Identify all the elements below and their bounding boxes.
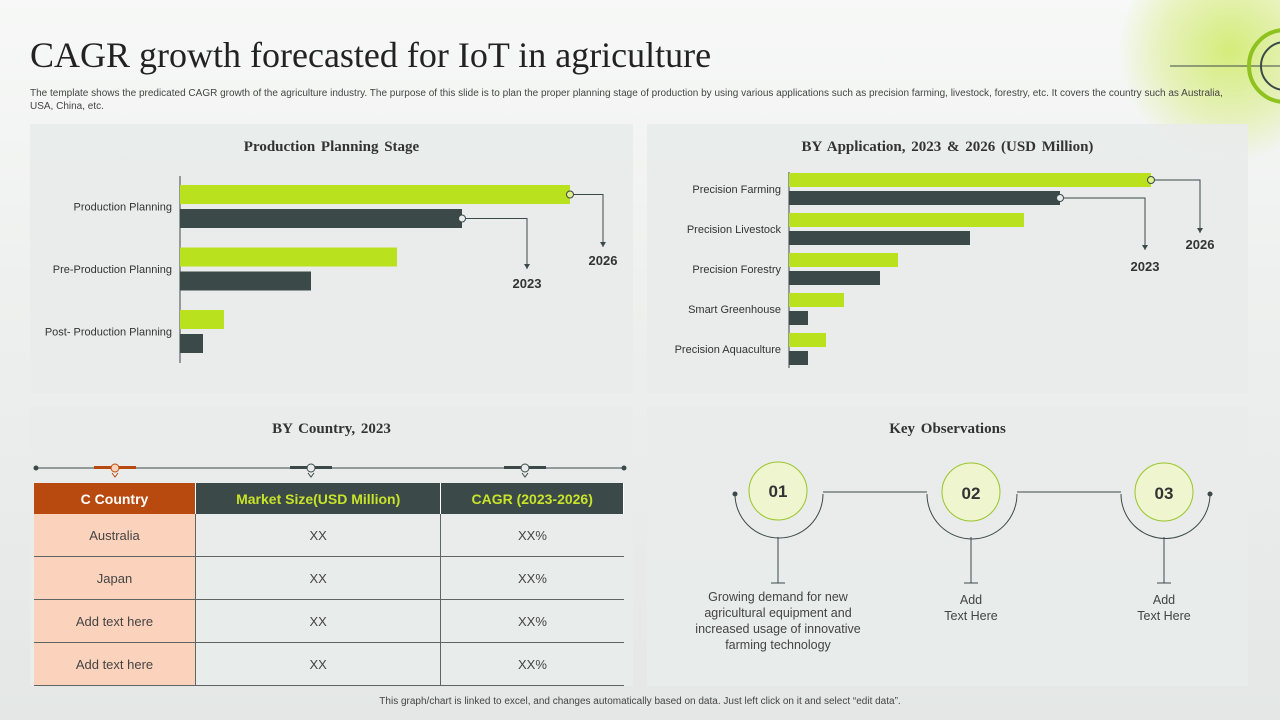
bar-post-production-planning-2026 (180, 310, 224, 329)
bar-production-planning-2026 (180, 185, 570, 204)
callout-line-2026 (570, 194, 604, 247)
observation-1-line: agricultural equipment and (704, 606, 852, 620)
category-label: Precision Farming (692, 184, 781, 196)
callout-arrow-2023 (1142, 245, 1148, 250)
cell-market-size: XX (195, 599, 442, 643)
table-row: Add text here XX XX% (34, 599, 624, 643)
observation-1-line: farming technology (725, 638, 831, 652)
table-row: Australia XX XX% (34, 514, 624, 557)
observation-3-line: Add (1152, 593, 1176, 607)
callout-dot-2023 (458, 214, 466, 223)
cell-market-size: XX (195, 556, 442, 600)
cell-country: Japan (34, 556, 196, 600)
bar-smart-greenhouse-2023 (789, 311, 808, 325)
observation-1-line: Growing demand for new (708, 590, 848, 604)
header-country: C Country (34, 483, 196, 514)
bar-pre-production-planning-2026 (180, 247, 397, 267)
bar-smart-greenhouse-2026 (789, 293, 844, 307)
callout-label-2026: 2026 (589, 253, 618, 268)
callout-line-2023 (1060, 197, 1146, 250)
header-market-size: Market Size(USD Million) (195, 483, 442, 514)
callout-arrow-2026 (600, 242, 606, 247)
bar-precision-livestock-2023 (789, 231, 970, 245)
observation-2-number: 02 (962, 484, 981, 503)
cell-cagr: XX% (440, 514, 624, 557)
observation-3-circle (1134, 462, 1194, 522)
application-chart[interactable]: Precision Farming Precision Livestock Prec… (647, 124, 1248, 393)
cell-cagr: XX% (440, 556, 624, 600)
page-title: CAGR growth forecasted for IoT in agricu… (30, 35, 712, 75)
bar-precision-forestry-2023 (789, 271, 880, 285)
observations-panel: Key Observations 01 02 03 Growing demand… (647, 406, 1248, 686)
observation-1-circle (748, 461, 808, 521)
bar-production-planning-2023 (180, 209, 462, 228)
category-label: Precision Livestock (687, 224, 782, 236)
page-subtitle: The template shows the predicated CAGR g… (30, 88, 1223, 112)
observations-diagram: 01 02 03 (732, 461, 1213, 584)
observation-1-text: Growing demand for new agricultural equi… (678, 589, 878, 653)
category-label: Production Planning (74, 202, 172, 214)
corner-ring-decoration (1170, 28, 1280, 104)
cell-market-size: XX (195, 514, 442, 557)
category-label: Pre-Production Planning (53, 264, 172, 276)
observation-3-number: 03 (1155, 484, 1174, 503)
category-label: Precision Aquaculture (675, 344, 781, 356)
production-planning-panel: Production Planning Stage Production Pla… (30, 124, 633, 393)
callout-line-2026 (1151, 179, 1201, 233)
table-row: Japan XX XX% (34, 556, 624, 600)
footer-note: This graph/chart is linked to excel, and… (379, 696, 901, 707)
callout-label-2023: 2023 (513, 276, 542, 291)
production-planning-chart[interactable]: Production Planning Pre-Production Planni… (30, 124, 633, 393)
bar-post-production-planning-2023 (180, 334, 203, 353)
callout-label-2026: 2026 (1186, 237, 1215, 252)
observation-2-line: Text Here (944, 609, 998, 623)
cell-cagr: XX% (440, 642, 624, 686)
header-cagr: CAGR (2023-2026) (440, 483, 624, 514)
observation-2-circle (941, 462, 1001, 522)
production-chart-title: Production Planning Stage (243, 139, 420, 155)
callout-arrow-2026 (1197, 228, 1203, 233)
observation-2-line: Add (959, 593, 983, 607)
country-title: BY Country, 2023 (272, 421, 391, 437)
bar-pre-production-planning-2023 (180, 271, 311, 291)
country-panel: BY Country, 2023 C Country Market Size(U… (30, 406, 633, 686)
cell-country: Add text here (34, 599, 196, 643)
bar-precision-aquaculture-2026 (789, 333, 826, 347)
application-chart-title: BY Application, 2023 & 2026 (USD Million… (801, 139, 1094, 155)
bar-precision-forestry-2026 (789, 253, 898, 267)
observation-3-line: Text Here (1137, 609, 1191, 623)
callout-dot-2026 (1147, 176, 1155, 184)
application-panel: BY Application, 2023 & 2026 (USD Million… (647, 124, 1248, 393)
country-timeline-decoration (33, 463, 627, 478)
observation-2-text: Add Text Here (911, 592, 1031, 624)
country-table-header: C Country Market Size(USD Million) CAGR … (34, 483, 624, 514)
callout-dot-2026 (566, 190, 574, 199)
category-label: Precision Forestry (692, 264, 781, 276)
bar-precision-livestock-2026 (789, 213, 1024, 227)
observations-title: Key Observations (889, 421, 1006, 437)
callout-dot-2023 (1056, 194, 1064, 202)
observation-1-number: 01 (769, 482, 788, 501)
cell-market-size: XX (195, 642, 442, 686)
cell-country: Australia (34, 514, 196, 557)
bar-precision-aquaculture-2023 (789, 351, 808, 365)
bar-precision-farming-2023 (789, 191, 1060, 205)
table-row: Add text here XX XX% (34, 642, 624, 686)
cell-cagr: XX% (440, 599, 624, 643)
callout-arrow-2023 (524, 264, 530, 269)
cell-country: Add text here (34, 642, 196, 686)
callout-line-2023 (462, 218, 528, 269)
category-label: Post- Production Planning (45, 327, 172, 339)
callout-label-2023: 2023 (1131, 259, 1160, 274)
observation-3-text: Add Text Here (1104, 592, 1224, 624)
bar-precision-farming-2026 (789, 173, 1151, 187)
category-label: Smart Greenhouse (688, 304, 781, 316)
country-table: C Country Market Size(USD Million) CAGR … (34, 483, 624, 686)
observation-1-line: increased usage of innovative (695, 622, 861, 636)
